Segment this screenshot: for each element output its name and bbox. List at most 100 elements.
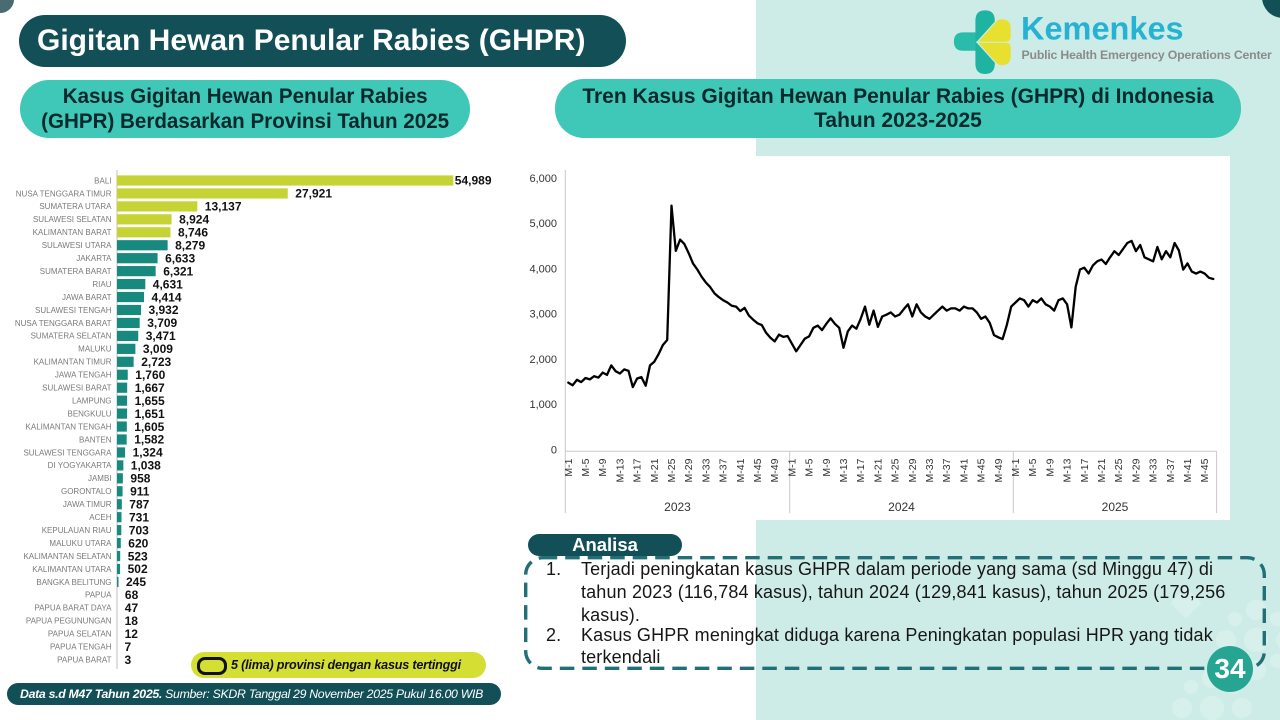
svg-text:PAPUA BARAT: PAPUA BARAT [57,655,112,664]
svg-text:3,000: 3,000 [529,309,557,321]
svg-text:1,038: 1,038 [131,459,161,473]
svg-text:SUMATERA BARAT: SUMATERA BARAT [40,267,112,276]
svg-text:1,324: 1,324 [133,446,163,460]
svg-text:M-45: M-45 [752,458,764,482]
svg-text:SUMATERA SELATAN: SUMATERA SELATAN [31,332,112,341]
svg-text:M-5: M-5 [580,458,592,476]
svg-text:M-1: M-1 [563,458,575,476]
svg-text:RIAU: RIAU [92,280,111,289]
svg-text:KALIMANTAN SELATAN: KALIMANTAN SELATAN [23,552,111,561]
svg-text:M-37: M-37 [718,458,730,482]
svg-text:M-13: M-13 [1062,458,1074,482]
svg-text:M-33: M-33 [1148,458,1160,482]
svg-text:2024: 2024 [888,500,915,514]
svg-text:JAWA TENGAH: JAWA TENGAH [55,371,112,380]
svg-text:8,746: 8,746 [178,226,208,240]
svg-text:4,631: 4,631 [153,277,183,291]
svg-text:M-25: M-25 [1113,458,1125,482]
svg-text:Public Health Emergency Operat: Public Health Emergency Operations Cente… [1022,48,1273,62]
svg-text:1,655: 1,655 [135,394,165,408]
svg-text:M-29: M-29 [1130,458,1142,482]
svg-text:BANTEN: BANTEN [79,435,112,444]
svg-text:620: 620 [128,536,148,550]
svg-text:1,582: 1,582 [134,433,164,447]
svg-text:47: 47 [125,601,139,615]
svg-text:M-25: M-25 [890,458,902,482]
svg-text:M-29: M-29 [683,458,695,482]
svg-text:8,279: 8,279 [175,238,205,252]
svg-text:M-5: M-5 [804,458,816,476]
svg-text:M-45: M-45 [1199,458,1211,482]
svg-text:2,723: 2,723 [141,355,171,369]
svg-text:PAPUA SELATAN: PAPUA SELATAN [48,630,112,639]
svg-text:523: 523 [128,549,148,563]
svg-text:SULAWESI UTARA: SULAWESI UTARA [42,241,112,250]
svg-text:NUSA TENGGARA TIMUR: NUSA TENGGARA TIMUR [16,189,112,198]
svg-text:DI YOGYAKARTA: DI YOGYAKARTA [48,461,113,470]
svg-text:1,651: 1,651 [135,407,165,421]
svg-text:M-37: M-37 [1165,458,1177,482]
svg-text:M-45: M-45 [976,458,988,482]
svg-text:502: 502 [128,562,148,576]
svg-text:M-9: M-9 [821,458,833,476]
svg-text:MALUKU: MALUKU [78,345,112,354]
svg-text:731: 731 [129,510,149,524]
svg-text:M-17: M-17 [632,458,644,482]
svg-text:6,000: 6,000 [529,173,557,185]
svg-text:M-21: M-21 [649,458,661,482]
svg-text:M-17: M-17 [855,458,867,482]
svg-text:M-49: M-49 [769,458,781,482]
svg-text:3,709: 3,709 [147,316,177,330]
svg-text:M-41: M-41 [958,458,970,482]
svg-text:M-5: M-5 [1027,458,1039,476]
svg-text:4,000: 4,000 [529,263,557,275]
svg-text:M-49: M-49 [993,458,1005,482]
svg-text:KALIMANTAN UTARA: KALIMANTAN UTARA [32,565,112,574]
svg-text:M-41: M-41 [1182,458,1194,482]
svg-text:ACEH: ACEH [89,513,111,522]
svg-text:PAPUA PEGUNUNGAN: PAPUA PEGUNUNGAN [26,617,112,626]
svg-text:245: 245 [126,575,146,589]
svg-text:M-33: M-33 [700,458,712,482]
svg-text:958: 958 [130,472,150,486]
svg-text:2,000: 2,000 [529,354,557,366]
svg-text:13,137: 13,137 [205,200,242,214]
svg-text:KALIMANTAN TENGAH: KALIMANTAN TENGAH [26,422,112,431]
svg-text:4,414: 4,414 [152,290,182,304]
svg-text:54,989: 54,989 [455,174,492,188]
svg-text:GORONTALO: GORONTALO [61,487,112,496]
svg-text:M-1: M-1 [786,458,798,476]
svg-text:JAWA BARAT: JAWA BARAT [62,293,112,302]
svg-text:BALI: BALI [94,176,111,185]
svg-text:3,471: 3,471 [146,329,176,343]
svg-text:M-9: M-9 [597,458,609,476]
svg-text:JAKARTA: JAKARTA [76,254,112,263]
svg-text:Kemenkes: Kemenkes [1021,11,1184,47]
svg-text:1,605: 1,605 [134,420,164,434]
svg-text:SULAWESI TENGAH: SULAWESI TENGAH [35,306,112,315]
svg-text:M-25: M-25 [666,458,678,482]
svg-text:SULAWESI TENGGARA: SULAWESI TENGGARA [23,448,112,457]
svg-text:12: 12 [125,627,139,641]
svg-text:SULAWESI SELATAN: SULAWESI SELATAN [33,215,112,224]
svg-text:LAMPUNG: LAMPUNG [72,396,112,405]
svg-text:0: 0 [551,444,557,456]
svg-text:PAPUA TENGAH: PAPUA TENGAH [50,643,112,652]
svg-text:7: 7 [125,640,132,654]
svg-text:M-13: M-13 [614,458,626,482]
svg-text:703: 703 [129,523,149,537]
svg-text:KALIMANTAN TIMUR: KALIMANTAN TIMUR [34,358,112,367]
svg-text:MALUKU UTARA: MALUKU UTARA [49,539,112,548]
svg-text:2023: 2023 [664,500,691,514]
svg-text:M-37: M-37 [941,458,953,482]
svg-text:68: 68 [125,588,139,602]
svg-text:SULAWESI BARAT: SULAWESI BARAT [42,384,111,393]
svg-text:PAPUA BARAT DAYA: PAPUA BARAT DAYA [34,604,112,613]
svg-text:M-17: M-17 [1079,458,1091,482]
svg-text:SUMATERA UTARA: SUMATERA UTARA [39,202,112,211]
svg-text:M-13: M-13 [838,458,850,482]
svg-text:BANGKA BELITUNG: BANGKA BELITUNG [36,578,111,587]
svg-text:1,000: 1,000 [529,399,557,411]
svg-text:3: 3 [125,653,132,667]
svg-text:JAMBI: JAMBI [88,474,112,483]
